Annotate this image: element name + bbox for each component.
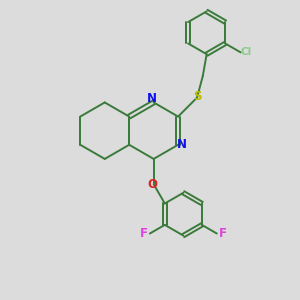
Text: N: N: [147, 92, 157, 105]
Text: N: N: [177, 138, 187, 151]
Text: O: O: [147, 178, 157, 191]
Text: Cl: Cl: [241, 47, 252, 57]
Text: F: F: [140, 227, 148, 240]
Text: F: F: [219, 227, 227, 240]
Text: S: S: [193, 90, 201, 103]
